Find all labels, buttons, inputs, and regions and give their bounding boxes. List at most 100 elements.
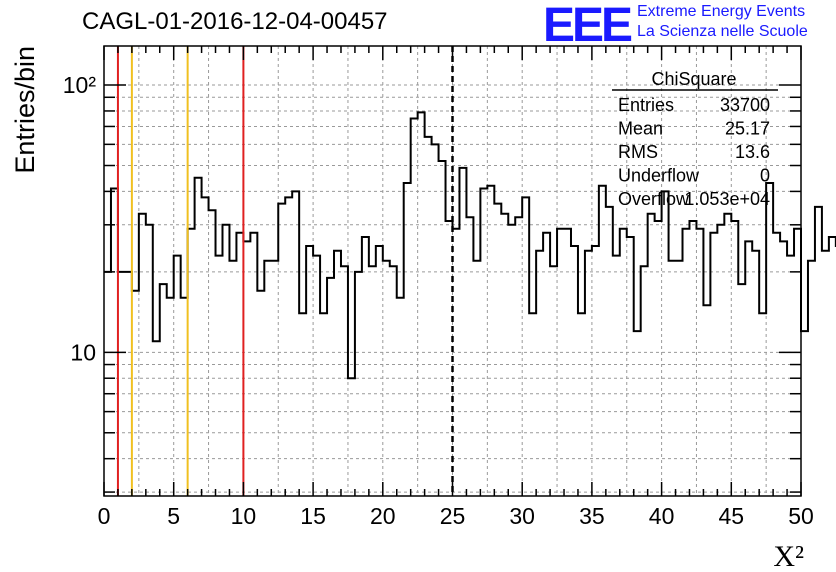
histogram-bin [683, 229, 690, 496]
histogram-bin [432, 144, 439, 496]
histogram-bin [508, 225, 515, 496]
stats-row: Mean 25.17 [618, 119, 770, 139]
histogram-bin [306, 246, 313, 496]
histogram-bin [522, 197, 529, 496]
x-tick-label: 15 [300, 503, 326, 529]
histogram-bin [627, 237, 634, 496]
histogram-bin [118, 272, 125, 496]
histogram-bin [822, 251, 829, 496]
histogram-bin [738, 284, 745, 496]
histogram-bin [299, 313, 306, 496]
histogram-bin [808, 261, 815, 496]
histogram-bin [111, 189, 118, 496]
histogram-bin [411, 118, 418, 496]
histogram-bin [662, 191, 669, 496]
histogram-bin [696, 229, 703, 496]
x-tick-label: 5 [167, 503, 180, 529]
x-axis-label: X² [773, 540, 804, 572]
histogram-bin [327, 278, 334, 496]
histogram-bin [222, 225, 229, 496]
histogram-bin [355, 272, 362, 496]
histogram-bin [250, 233, 257, 496]
y-axis-label: Entries/bin [10, 46, 40, 174]
x-tick-label: 45 [719, 503, 745, 529]
histogram-bin [390, 266, 397, 496]
histogram-bin [564, 229, 571, 496]
histogram-bin [376, 246, 383, 496]
histogram-bin [473, 261, 480, 496]
histogram-bin [153, 341, 160, 496]
histogram-bin [439, 161, 446, 496]
histogram-bin [536, 251, 543, 496]
stats-row-label: Entries [618, 95, 674, 115]
stats-row-label: Mean [618, 119, 663, 139]
eee-logo: EEE [543, 0, 633, 52]
histogram-bin [383, 261, 390, 496]
histogram-bin [648, 214, 655, 496]
histogram-bin [320, 313, 327, 496]
histogram-bin [689, 221, 696, 496]
histogram-bin [557, 229, 564, 496]
histogram-bin [599, 186, 606, 496]
stats-row-value: 1.053e+04 [684, 189, 770, 209]
histogram-bin [787, 256, 794, 496]
stats-row-value: 25.17 [725, 119, 770, 139]
x-tick-label: 30 [509, 503, 535, 529]
x-tick-labels: 0 5 10 15 20 25 30 35 40 45 50 [98, 503, 814, 529]
histogram-bin [703, 305, 710, 496]
histogram-bin [487, 186, 494, 496]
histogram-bin [592, 246, 599, 496]
logo-line-1: Extreme Energy Events [637, 3, 806, 20]
histogram-bin [188, 229, 195, 496]
histogram-bin [425, 137, 432, 496]
x-tick-label: 40 [649, 503, 675, 529]
histogram-bin [585, 251, 592, 496]
histogram-bin [397, 298, 404, 496]
histogram-bin [606, 207, 613, 496]
histogram-bin [634, 331, 641, 496]
histogram-bin [264, 261, 271, 496]
histogram-bin [459, 168, 466, 496]
stats-row-label: Overflow [618, 189, 690, 209]
histogram-bars [104, 111, 836, 496]
histogram-bin [543, 233, 550, 496]
x-tick-label: 35 [579, 503, 605, 529]
histogram-bin [257, 291, 264, 496]
stats-row-value: 33700 [720, 95, 770, 115]
histogram-bin [724, 214, 731, 496]
histogram-bin [829, 237, 836, 496]
histogram-bin [780, 241, 787, 496]
histogram-bin [404, 183, 411, 496]
stats-row: RMS 13.6 [618, 142, 770, 162]
histogram-step-line [104, 111, 836, 380]
histogram-bin [515, 217, 522, 496]
histogram-bin [209, 210, 216, 496]
stats-row-value: 0 [760, 166, 770, 186]
histogram-bin [752, 251, 759, 496]
histogram-bin [132, 291, 139, 496]
x-tick-label: 0 [98, 503, 111, 529]
run-title: CAGL-01-2016-12-04-00457 [82, 8, 388, 35]
histogram-bin [334, 251, 341, 496]
histogram-bin [717, 225, 724, 496]
histogram-bin [745, 241, 752, 496]
stats-row: Entries 33700 [618, 95, 770, 115]
stats-row-value: 13.6 [735, 142, 770, 162]
histogram-bin [229, 261, 236, 496]
y-tick-labels: 10 10² [63, 72, 97, 365]
histogram-bin [759, 313, 766, 496]
histogram-bin [801, 331, 808, 496]
histogram-bin [494, 204, 501, 496]
histogram-bin [710, 233, 717, 496]
logo-line-2: La Scienza nelle Scuole [637, 23, 808, 40]
histogram-bin [174, 256, 181, 496]
histogram-bin [773, 233, 780, 496]
histogram-bin [571, 246, 578, 496]
histogram-bin [341, 266, 348, 496]
histogram-bin [550, 266, 557, 496]
histogram-bin [529, 313, 536, 496]
histogram-bin [160, 284, 167, 496]
histogram-bin [167, 298, 174, 496]
